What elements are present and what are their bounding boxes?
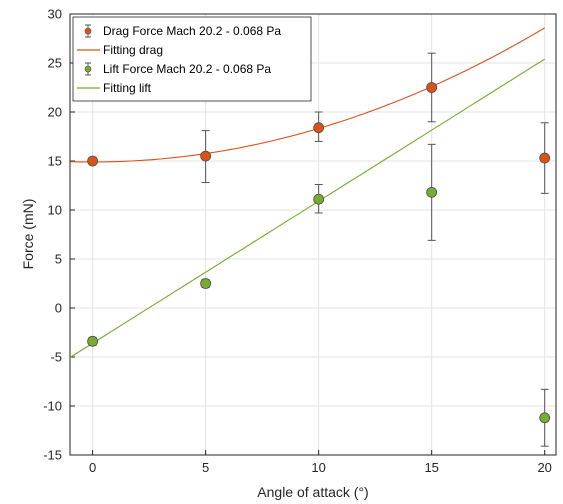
x-tick-label: 15: [424, 460, 438, 475]
x-axis-ticks: 0 5 10 15 20: [89, 450, 552, 475]
data-point: [539, 412, 551, 424]
legend: Drag Force Mach 20.2 - 0.068 Pa Fitting d…: [72, 16, 312, 102]
y-tick-label: -15: [43, 448, 62, 463]
fit-line: [69, 27, 545, 163]
y-tick-label: 0: [55, 301, 62, 316]
x-axis-title: Angle of attack (°): [257, 484, 368, 500]
fit-line: [69, 58, 545, 358]
data-point: [313, 122, 325, 134]
y-tick-label: 5: [55, 252, 62, 267]
data-point: [87, 335, 99, 347]
y-tick-label: 30: [48, 7, 62, 22]
x-tick-label: 20: [537, 460, 551, 475]
y-tick-label: 15: [48, 154, 62, 169]
data-point: [313, 193, 325, 205]
data-point: [87, 155, 99, 167]
legend-swatch-marker: [84, 65, 92, 73]
legend-label: Drag Force Mach 20.2 - 0.068 Pa: [103, 24, 281, 38]
legend-box: [72, 16, 312, 102]
legend-label: Lift Force Mach 20.2 - 0.068 Pa: [103, 62, 271, 76]
y-tick-label: 25: [48, 56, 62, 71]
legend-label: Fitting drag: [103, 43, 163, 57]
legend-swatch-marker: [84, 27, 92, 35]
x-tick-label: 0: [89, 460, 96, 475]
data-point: [426, 82, 438, 93]
y-tick-label: 20: [48, 105, 62, 120]
data-point: [539, 152, 551, 164]
y-axis-title: Force (mN): [20, 199, 36, 270]
y-axis-ticks: -15 -10 -5 0 5 10 15 20 25 30: [43, 7, 75, 463]
plot-frame: [69, 13, 557, 456]
y-tick-label: -5: [50, 350, 62, 365]
data-point: [426, 186, 438, 198]
series-layer: [69, 27, 551, 447]
x-tick-label: 5: [202, 460, 209, 475]
y-tick-label: 10: [48, 203, 62, 218]
legend-label: Fitting lift: [103, 81, 152, 95]
data-point: [200, 278, 212, 289]
x-tick-label: 10: [311, 460, 325, 475]
y-tick-label: -10: [43, 399, 62, 414]
data-point: [200, 150, 212, 162]
